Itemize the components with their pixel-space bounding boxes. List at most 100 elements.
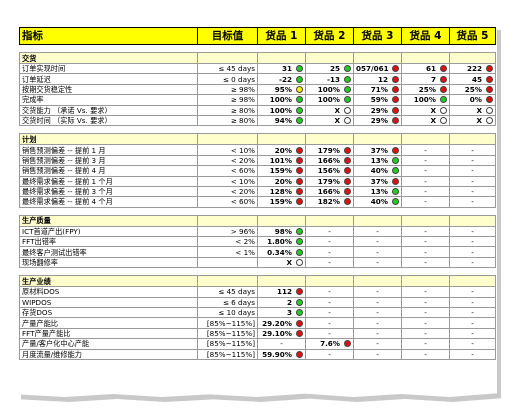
section-empty-cell[interactable] (449, 52, 496, 64)
goods-5-cell[interactable]: 45 (449, 73, 496, 85)
goods-2-cell[interactable]: 166% (305, 154, 354, 167)
goods-5-cell[interactable]: - (449, 196, 496, 208)
goods-2-cell[interactable]: - (305, 256, 354, 269)
header-goods-3[interactable]: 货品 3 (353, 27, 402, 45)
goods-2-cell[interactable]: 156% (305, 165, 354, 177)
goods-5-cell[interactable]: X (449, 114, 496, 127)
metric-label[interactable]: FFT产量产能比 (19, 327, 198, 340)
section-empty-cell[interactable] (353, 133, 402, 146)
section-empty-cell[interactable] (305, 133, 354, 146)
section-title[interactable]: 生产质量 (19, 214, 198, 227)
section-empty-cell[interactable] (197, 275, 258, 288)
goods-4-cell[interactable]: 100% (401, 94, 450, 106)
goods-2-cell[interactable]: 100% (305, 94, 354, 106)
goods-2-cell[interactable]: - (305, 307, 354, 319)
goods-3-cell[interactable]: 13% (353, 154, 402, 167)
goods-3-cell[interactable]: - (353, 348, 402, 361)
goods-4-cell[interactable]: - (401, 317, 450, 329)
target-value[interactable]: > 96% (197, 225, 258, 238)
metric-label[interactable]: 销售预测偏差 -- 提前 4 月 (19, 165, 198, 177)
goods-1-cell[interactable]: 1.80% (257, 236, 306, 248)
header-goods-1[interactable]: 货品 1 (257, 27, 306, 45)
goods-2-cell[interactable]: - (305, 246, 354, 258)
goods-4-cell[interactable]: - (401, 185, 450, 198)
header-goods-2[interactable]: 货品 2 (305, 27, 354, 45)
target-value[interactable]: [85%~115%] (197, 317, 258, 329)
goods-4-cell[interactable]: X (401, 104, 450, 116)
goods-4-cell[interactable]: - (401, 225, 450, 238)
goods-1-cell[interactable]: 3 (257, 307, 306, 319)
target-value[interactable]: ≥ 98% (197, 94, 258, 106)
goods-5-cell[interactable]: - (449, 154, 496, 167)
goods-3-cell[interactable]: 29% (353, 104, 402, 116)
target-value[interactable] (197, 256, 258, 269)
goods-3-cell[interactable]: 40% (353, 196, 402, 208)
goods-1-cell[interactable]: 94% (257, 114, 306, 127)
goods-4-cell[interactable]: - (401, 154, 450, 167)
goods-3-cell[interactable]: - (353, 327, 402, 340)
goods-5-cell[interactable]: - (449, 256, 496, 269)
metric-label[interactable]: 产量产能比 (19, 317, 198, 329)
target-value[interactable]: < 60% (197, 165, 258, 177)
metric-label[interactable]: 交货能力 （承诺 Vs. 要求） (19, 104, 198, 116)
goods-5-cell[interactable]: 222 (449, 62, 496, 75)
goods-3-cell[interactable]: 13% (353, 185, 402, 198)
metric-label[interactable]: 最终需求偏差 -- 提前 3 个月 (19, 185, 198, 198)
goods-4-cell[interactable]: - (401, 144, 450, 156)
goods-2-cell[interactable]: 25 (305, 62, 354, 75)
section-empty-cell[interactable] (449, 214, 496, 227)
goods-3-cell[interactable]: - (353, 338, 402, 350)
goods-2-cell[interactable]: - (305, 296, 354, 309)
header-target[interactable]: 目标值 (197, 27, 258, 45)
target-value[interactable]: ≥ 80% (197, 104, 258, 116)
goods-5-cell[interactable]: - (449, 296, 496, 309)
metric-label[interactable]: 订单延迟 (19, 73, 198, 85)
goods-5-cell[interactable]: - (449, 338, 496, 350)
goods-5-cell[interactable]: 0% (449, 94, 496, 106)
goods-3-cell[interactable]: - (353, 296, 402, 309)
goods-5-cell[interactable]: - (449, 225, 496, 238)
metric-label[interactable]: 现场翻修率 (19, 256, 198, 269)
section-empty-cell[interactable] (353, 275, 402, 288)
goods-2-cell[interactable]: 182% (305, 196, 354, 208)
goods-1-cell[interactable]: 29.10% (257, 327, 306, 340)
goods-5-cell[interactable]: - (449, 348, 496, 361)
goods-4-cell[interactable]: - (401, 246, 450, 258)
section-empty-cell[interactable] (197, 52, 258, 64)
section-empty-cell[interactable] (305, 214, 354, 227)
goods-2-cell[interactable]: - (305, 236, 354, 248)
goods-5-cell[interactable]: - (449, 144, 496, 156)
goods-2-cell[interactable]: X (305, 114, 354, 127)
goods-4-cell[interactable]: - (401, 165, 450, 177)
goods-1-cell[interactable]: 29.20% (257, 317, 306, 329)
goods-2-cell[interactable]: 100% (305, 83, 354, 96)
goods-3-cell[interactable]: - (353, 286, 402, 298)
metric-label[interactable]: 按期交货稳定性 (19, 83, 198, 96)
metric-label[interactable]: ICT首道产出(FPY) (19, 225, 198, 238)
metric-label[interactable]: 销售预测偏差 -- 提前 3 月 (19, 154, 198, 167)
goods-3-cell[interactable]: - (353, 256, 402, 269)
section-empty-cell[interactable] (353, 214, 402, 227)
goods-5-cell[interactable]: - (449, 175, 496, 187)
section-empty-cell[interactable] (401, 133, 450, 146)
goods-1-cell[interactable]: 100% (257, 104, 306, 116)
goods-3-cell[interactable]: - (353, 236, 402, 248)
goods-3-cell[interactable]: 59% (353, 94, 402, 106)
goods-1-cell[interactable]: 100% (257, 94, 306, 106)
goods-1-cell[interactable]: 128% (257, 185, 306, 198)
goods-1-cell[interactable]: 159% (257, 196, 306, 208)
section-title[interactable]: 计划 (19, 133, 198, 146)
metric-label[interactable]: FFT出错率 (19, 236, 198, 248)
header-indicator[interactable]: 指标 (19, 27, 198, 45)
target-value[interactable]: [85%~115%] (197, 338, 258, 350)
goods-2-cell[interactable]: -13 (305, 73, 354, 85)
section-empty-cell[interactable] (401, 52, 450, 64)
target-value[interactable]: ≤ 45 days (197, 286, 258, 298)
goods-4-cell[interactable]: 61 (401, 62, 450, 75)
goods-4-cell[interactable]: - (401, 175, 450, 187)
goods-5-cell[interactable]: - (449, 327, 496, 340)
metric-label[interactable]: 销售预测偏差 -- 提前 1 月 (19, 144, 198, 156)
goods-4-cell[interactable]: - (401, 307, 450, 319)
section-empty-cell[interactable] (257, 275, 306, 288)
goods-1-cell[interactable]: 20% (257, 175, 306, 187)
